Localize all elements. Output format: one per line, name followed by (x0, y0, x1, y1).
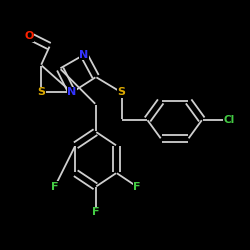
Text: F: F (51, 182, 59, 192)
Text: N: N (79, 50, 88, 60)
Text: S: S (37, 88, 45, 98)
Text: F: F (92, 207, 100, 217)
Text: N: N (67, 88, 76, 98)
Text: O: O (24, 31, 34, 41)
Text: S: S (118, 88, 126, 98)
Text: Cl: Cl (224, 115, 235, 125)
Text: F: F (133, 182, 141, 192)
